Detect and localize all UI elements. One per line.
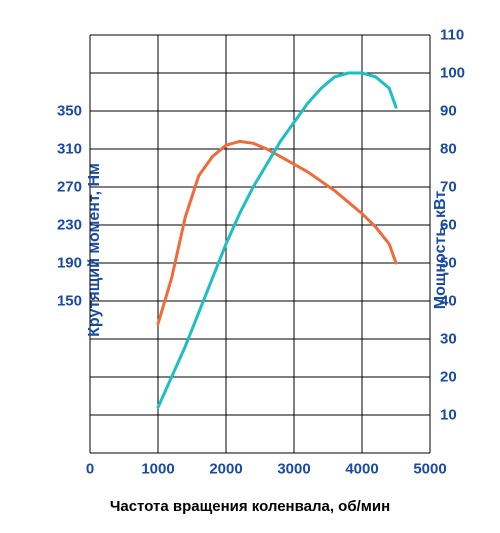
x-tick-label: 5000	[413, 461, 446, 478]
y-right-tick-label: 70	[440, 179, 457, 196]
x-tick-label: 2000	[209, 461, 242, 478]
y-right-tick-label: 100	[440, 65, 465, 82]
y-left-axis-title: Крутящий момент, Нм	[86, 163, 104, 337]
y-right-tick-label: 50	[440, 255, 457, 272]
y-left-tick-label: 350	[57, 102, 82, 119]
y-right-tick-label: 80	[440, 141, 457, 158]
y-left-tick-label: 270	[57, 178, 82, 195]
y-right-tick-label: 20	[440, 369, 457, 386]
y-left-tick-label: 310	[57, 140, 82, 157]
x-tick-label: 1000	[141, 461, 174, 478]
x-axis-title: Частота вращения коленвала, об/мин	[0, 498, 500, 515]
y-right-axis-title: Мощность, кВт	[432, 191, 450, 309]
y-right-tick-label: 30	[440, 331, 457, 348]
y-right-tick-label: 90	[440, 103, 457, 120]
y-left-tick-label: 190	[57, 254, 82, 271]
x-tick-label: 4000	[345, 461, 378, 478]
y-right-tick-label: 40	[440, 293, 457, 310]
y-right-tick-label: 60	[440, 217, 457, 234]
x-tick-label: 0	[86, 461, 94, 478]
y-left-tick-label: 230	[57, 216, 82, 233]
y-right-tick-label: 110	[440, 27, 464, 44]
y-left-tick-label: 150	[57, 292, 82, 309]
y-right-tick-label: 10	[440, 407, 457, 424]
x-tick-label: 3000	[277, 461, 310, 478]
